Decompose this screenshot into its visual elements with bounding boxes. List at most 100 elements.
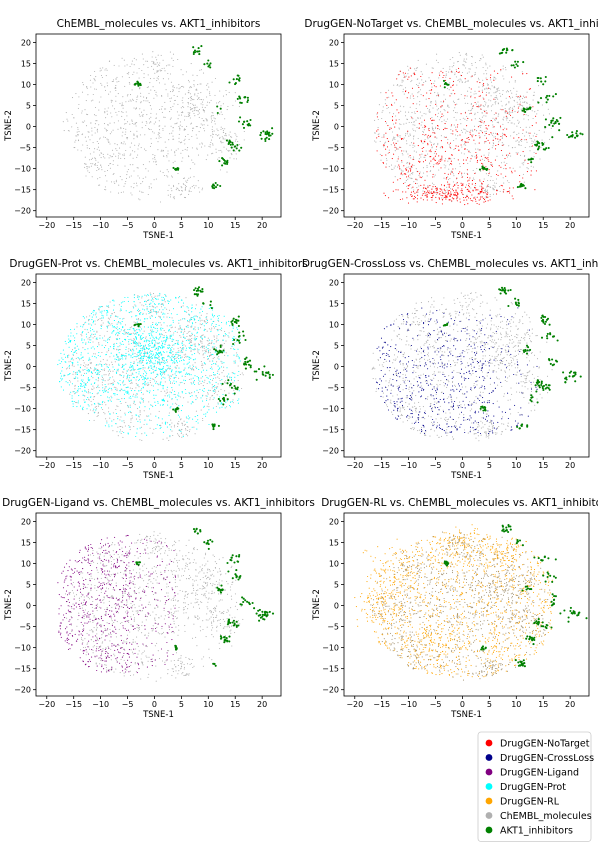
scatter-point <box>129 382 131 384</box>
scatter-point <box>95 338 97 340</box>
scatter-point <box>388 149 390 151</box>
scatter-point <box>535 170 537 172</box>
scatter-point <box>444 196 446 198</box>
scatter-point <box>447 105 449 107</box>
scatter-point <box>103 411 105 414</box>
scatter-point <box>119 345 121 347</box>
scatter-point <box>410 183 412 186</box>
scatter-point <box>181 141 183 143</box>
scatter-point <box>493 136 495 138</box>
scatter-point <box>451 163 453 165</box>
scatter-point <box>109 322 111 324</box>
scatter-point <box>133 107 135 109</box>
scatter-point <box>506 191 508 193</box>
scatter-point <box>199 316 201 318</box>
scatter-point <box>426 192 428 194</box>
scatter-point <box>376 116 378 118</box>
scatter-point <box>444 190 446 192</box>
scatter-point <box>169 391 171 393</box>
scatter-point <box>198 187 200 189</box>
scatter-point <box>123 393 126 395</box>
scatter-point <box>445 73 447 75</box>
scatter-point <box>180 111 182 114</box>
scatter-point <box>151 384 153 386</box>
scatter-point <box>432 129 434 131</box>
scatter-point <box>107 370 109 372</box>
scatter-point <box>552 123 554 125</box>
scatter-point <box>488 92 490 94</box>
scatter-point <box>505 175 507 177</box>
scatter-point <box>128 393 130 395</box>
scatter-point <box>90 383 92 385</box>
scatter-point <box>150 187 153 189</box>
scatter-point <box>234 373 236 375</box>
scatter-point <box>123 317 125 319</box>
scatter-point <box>154 157 156 159</box>
scatter-point <box>513 99 515 101</box>
scatter-point <box>576 134 579 137</box>
scatter-point <box>93 330 95 332</box>
scatter-point <box>177 371 179 373</box>
scatter-point <box>193 49 197 52</box>
scatter-point <box>191 99 193 101</box>
scatter-point <box>121 102 123 104</box>
scatter-point <box>535 135 537 137</box>
scatter-point <box>102 378 104 380</box>
scatter-point <box>206 382 208 385</box>
scatter-point <box>417 191 419 193</box>
scatter-point <box>117 368 119 370</box>
scatter-point <box>121 76 123 78</box>
scatter-point <box>435 202 437 204</box>
scatter-point <box>172 88 174 91</box>
scatter-point <box>165 295 167 297</box>
scatter-point <box>162 129 164 131</box>
scatter-point <box>162 312 164 314</box>
scatter-point <box>533 156 535 158</box>
scatter-point <box>114 361 116 363</box>
scatter-point <box>170 351 172 354</box>
scatter-point <box>209 94 211 97</box>
scatter-point <box>77 140 80 142</box>
scatter-point <box>411 121 413 124</box>
scatter-point <box>99 67 101 69</box>
scatter-point <box>457 124 459 126</box>
scatter-point <box>186 363 188 365</box>
scatter-point <box>430 144 433 146</box>
scatter-point <box>138 390 140 392</box>
scatter-point <box>531 110 533 112</box>
scatter-point <box>94 106 97 109</box>
scatter-point <box>160 333 163 335</box>
scatter-point <box>526 101 528 103</box>
scatter-point <box>225 323 227 325</box>
scatter-point <box>131 89 133 91</box>
scatter-point <box>177 394 179 396</box>
scatter-point <box>208 406 210 408</box>
scatter-point <box>433 119 435 121</box>
scatter-point <box>120 308 122 310</box>
scatter-point <box>146 434 148 436</box>
scatter-point <box>201 310 204 312</box>
scatter-point <box>504 67 507 69</box>
scatter-point <box>422 130 424 132</box>
scatter-point <box>463 144 465 146</box>
scatter-point <box>398 112 400 114</box>
scatter-point <box>475 154 477 156</box>
scatter-point <box>140 147 142 149</box>
scatter-point <box>108 364 110 366</box>
scatter-point <box>513 123 515 125</box>
scatter-point <box>515 93 517 95</box>
scatter-point <box>156 71 158 73</box>
scatter-point <box>132 373 134 375</box>
scatter-point <box>479 185 481 187</box>
scatter-point <box>159 170 161 172</box>
scatter-point <box>411 112 413 114</box>
scatter-point <box>404 72 406 74</box>
scatter-point <box>208 409 210 411</box>
scatter-point <box>525 96 527 98</box>
scatter-point <box>143 301 146 303</box>
scatter-point <box>151 65 153 67</box>
scatter-point <box>550 119 553 122</box>
scatter-point <box>141 295 143 297</box>
scatter-point <box>150 121 152 123</box>
scatter-point <box>405 173 407 175</box>
